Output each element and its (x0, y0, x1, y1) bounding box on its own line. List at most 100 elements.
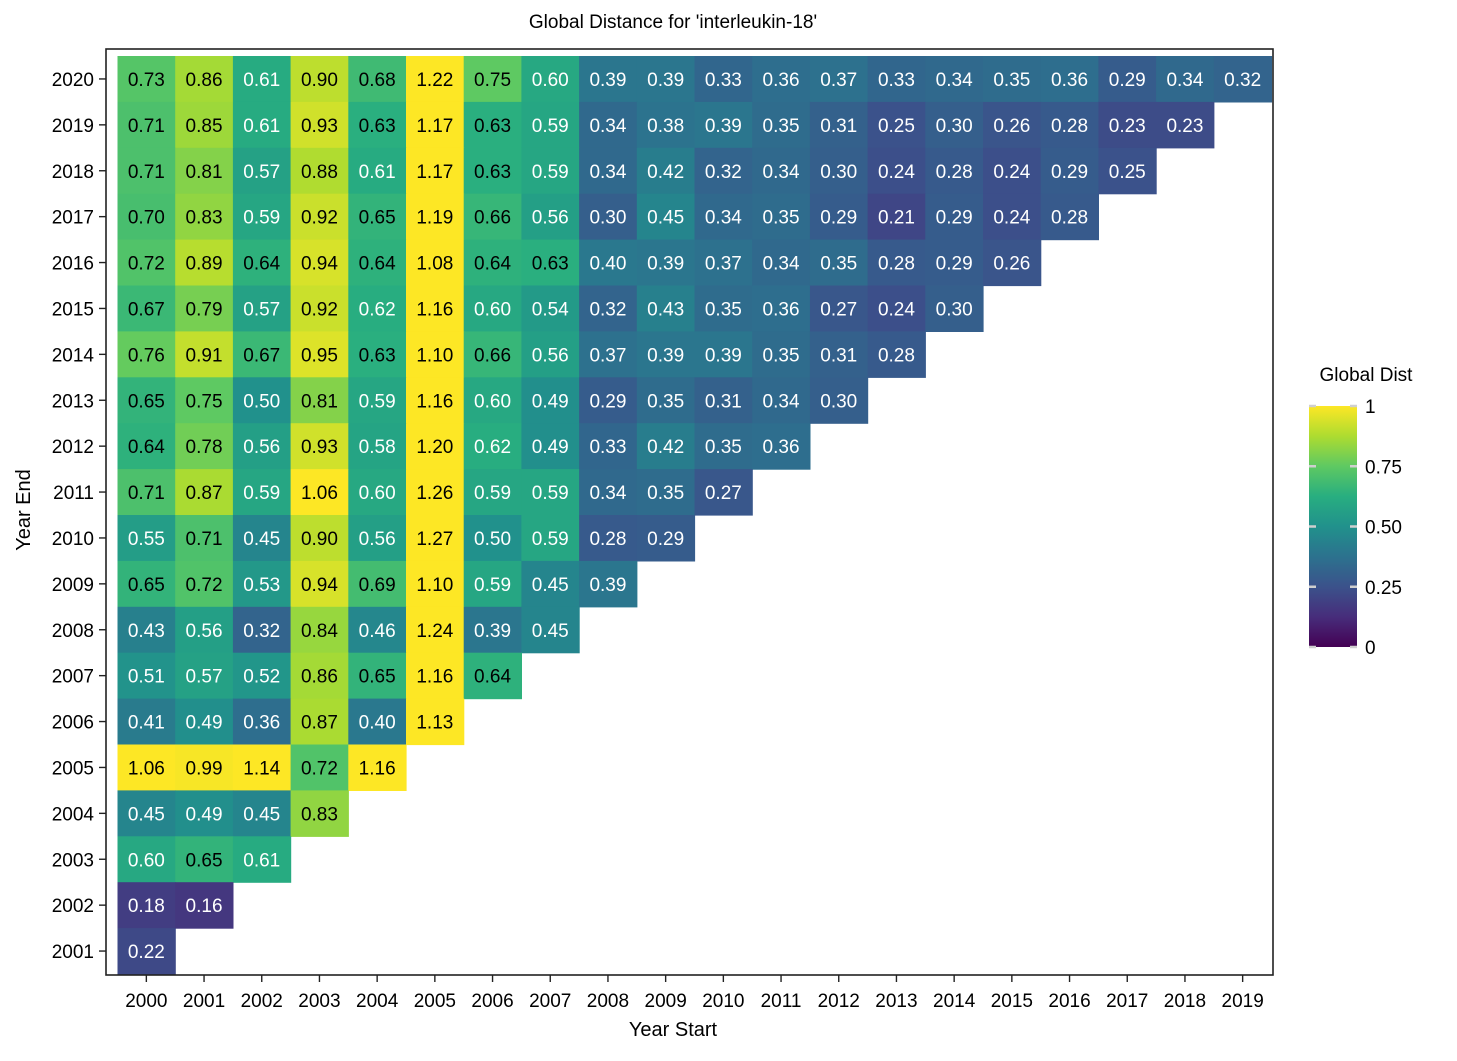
cell-value-label: 0.60 (474, 391, 511, 412)
heatmap-cell (925, 56, 984, 103)
heatmap-cell (463, 652, 522, 700)
x-tick-label: 2014 (933, 991, 976, 1012)
cell-value-label: 0.45 (532, 621, 569, 642)
cell-value-label: 0.39 (474, 621, 511, 642)
cell-value-label: 0.37 (705, 254, 742, 275)
cell-value-label: 0.92 (301, 208, 338, 229)
cell-value-label: 0.54 (532, 299, 569, 320)
chart-title: Global Distance for 'interleukin-18' (529, 12, 817, 33)
heatmap-cell (636, 56, 696, 103)
heatmap-cell (752, 147, 811, 195)
cell-value-label: 0.34 (936, 70, 973, 91)
heatmap-cell (579, 56, 638, 103)
heatmap-cell (406, 560, 465, 608)
heatmap-cell (579, 423, 638, 470)
cell-value-label: 0.40 (589, 254, 626, 275)
heatmap-cell (579, 285, 638, 332)
cell-value-label: 0.59 (532, 162, 569, 183)
cell-value-label: 0.64 (474, 667, 511, 688)
cell-value-label: 0.34 (1166, 70, 1203, 91)
cell-value-label: 0.37 (589, 345, 626, 366)
cell-value-label: 0.42 (647, 437, 684, 458)
cell-value-label: 0.23 (1166, 116, 1203, 137)
heatmap-cell (521, 285, 580, 332)
heatmap-cell (290, 469, 349, 516)
cell-value-label: 0.59 (243, 483, 280, 504)
x-tick-label: 2006 (471, 991, 513, 1012)
x-tick-label: 2004 (356, 991, 399, 1012)
heatmap-cell (290, 193, 349, 241)
heatmap-cell (232, 652, 292, 700)
cell-value-label: 0.29 (1051, 162, 1088, 183)
heatmap-cell (809, 377, 869, 424)
x-tick-label: 2003 (298, 991, 340, 1012)
cell-value-label: 0.27 (705, 483, 742, 504)
heatmap-cell (117, 56, 176, 103)
cell-value-label: 0.34 (589, 483, 626, 504)
cell-value-label: 0.65 (128, 391, 165, 412)
cell-value-label: 0.28 (878, 254, 915, 275)
x-tick-label: 2009 (645, 991, 687, 1012)
cell-value-label: 0.51 (128, 667, 165, 688)
cell-value-label: 0.83 (301, 804, 338, 825)
heatmap-cell (290, 331, 349, 378)
cell-value-label: 0.31 (820, 345, 857, 366)
x-tick-label: 2019 (1222, 991, 1264, 1012)
heatmap-cell (232, 101, 292, 149)
heatmap-cell (175, 836, 234, 883)
heatmap-cell (232, 698, 292, 746)
heatmap-cell (348, 101, 407, 149)
x-tick-label: 2000 (125, 991, 167, 1012)
heatmap-cell (290, 377, 349, 424)
cell-value-label: 0.45 (128, 804, 165, 825)
y-tick-label: 2020 (52, 70, 94, 91)
heatmap-cell (752, 193, 811, 241)
cell-value-label: 0.34 (763, 254, 800, 275)
heatmap-cell (1156, 56, 1215, 103)
cell-value-label: 0.56 (186, 621, 223, 642)
heatmap-cell (867, 193, 926, 241)
heatmap-cell (117, 515, 176, 562)
cell-value-label: 0.71 (128, 162, 165, 183)
plot-frame (105, 48, 1274, 976)
cell-value-label: 0.24 (878, 162, 915, 183)
heatmap-cell (579, 101, 638, 149)
cell-value-label: 0.36 (243, 713, 280, 734)
cell-value-label: 0.21 (878, 208, 915, 229)
heatmap-cell (521, 469, 580, 516)
cell-value-label: 0.34 (589, 116, 626, 137)
cell-value-label: 0.30 (936, 116, 973, 137)
colorbar-tick-label: 0.50 (1365, 518, 1402, 539)
y-tick-label: 2006 (52, 713, 94, 734)
heatmap-cell (232, 515, 292, 562)
x-tick-label: 2008 (587, 991, 629, 1012)
heatmap-cell (290, 285, 349, 332)
heatmap-cell (521, 606, 580, 654)
heatmap-cell (232, 56, 292, 103)
cell-value-label: 0.67 (243, 345, 280, 366)
cell-value-label: 0.56 (532, 208, 569, 229)
cell-value-label: 0.28 (878, 345, 915, 366)
cell-value-label: 0.79 (186, 299, 223, 320)
cell-value-label: 0.35 (763, 345, 800, 366)
cell-value-label: 1.22 (416, 70, 453, 91)
heatmap-cell (348, 698, 407, 746)
cell-value-label: 0.33 (878, 70, 915, 91)
heatmap-cell (867, 331, 926, 378)
cell-value-label: 0.57 (243, 299, 280, 320)
x-tick-label: 2010 (702, 991, 744, 1012)
y-tick-label: 2009 (52, 575, 94, 596)
heatmap-cell (117, 193, 176, 241)
heatmap-cell (463, 560, 522, 608)
heatmap-cell-labels: 0.73 0.86 0.61 0.90 0.68 1.22 0.75 0.60 0.39 0.39… (128, 70, 1261, 963)
heatmap-cell (463, 147, 522, 195)
heatmap-cell (117, 836, 176, 883)
cell-value-label: 0.58 (359, 437, 396, 458)
heatmap-cell (175, 560, 234, 608)
heatmap-cell (348, 193, 407, 241)
cell-value-label: 0.93 (301, 116, 338, 137)
heatmap-cell (463, 515, 522, 562)
cell-value-label: 0.16 (186, 896, 223, 917)
cell-value-label: 0.35 (993, 70, 1030, 91)
colorbar-title: Global Dist (1320, 365, 1414, 386)
